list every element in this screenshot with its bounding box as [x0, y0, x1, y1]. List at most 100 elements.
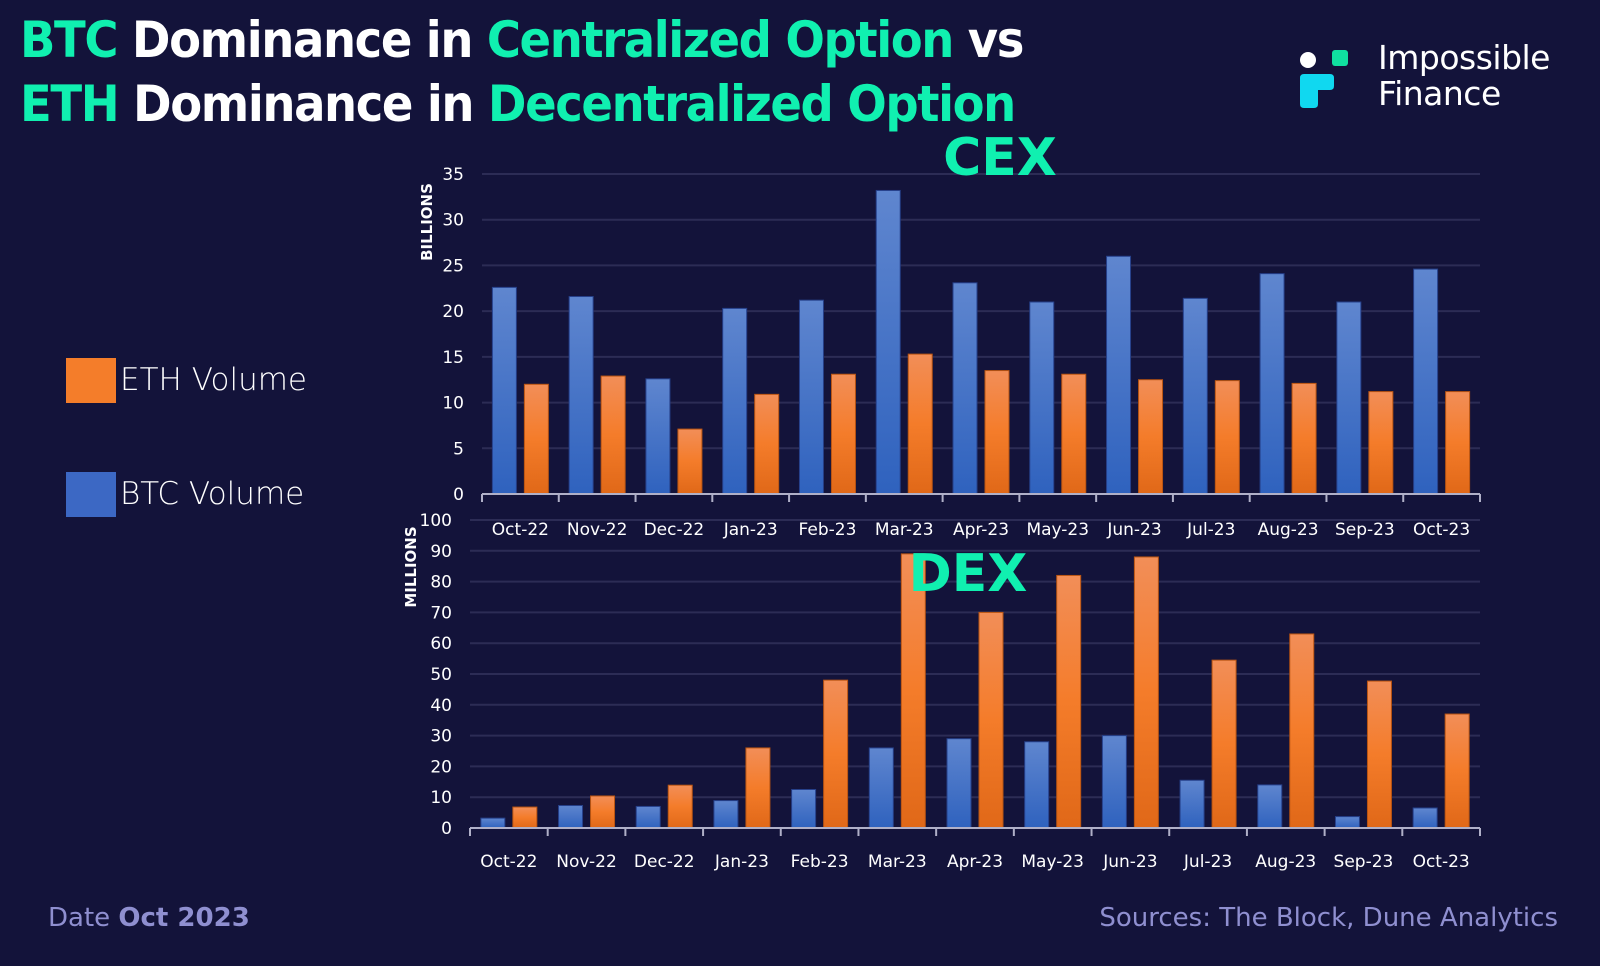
- bar-eth: [907, 353, 933, 495]
- title-line-1: BTC Dominance in Centralized Option vs: [20, 8, 1025, 72]
- bar-btc: [1336, 301, 1362, 495]
- x-tick-label: Feb-23: [791, 852, 849, 872]
- x-tick-label: Jun-23: [1106, 520, 1161, 540]
- bar-btc: [875, 189, 901, 495]
- y-tick-label: 0: [453, 485, 464, 505]
- y-tick-label: 30: [430, 727, 452, 747]
- title-decentralized-option: Decentralized Option: [487, 75, 1016, 133]
- bar-eth: [1061, 373, 1087, 495]
- bar-eth: [1056, 574, 1082, 829]
- y-axis-title: BILLIONS: [418, 183, 436, 261]
- bar-eth: [512, 806, 538, 829]
- x-tick-label: Oct-23: [1413, 520, 1470, 540]
- x-tick-label: Aug-23: [1258, 520, 1319, 540]
- bar-btc: [558, 805, 584, 829]
- bar-eth: [590, 795, 616, 829]
- bar-eth: [1291, 382, 1317, 495]
- bar-btc: [798, 299, 824, 495]
- logo-square: [1332, 50, 1348, 66]
- bar-eth: [1368, 391, 1394, 495]
- x-tick-label: Oct-23: [1413, 852, 1470, 872]
- y-tick-label: 30: [442, 211, 464, 231]
- footer-date-value: Oct 2023: [118, 903, 250, 933]
- bar-eth: [667, 784, 693, 829]
- bar-btc: [713, 800, 739, 829]
- title-dominance-in-2: Dominance in: [118, 75, 488, 133]
- y-tick-label: 40: [430, 696, 452, 716]
- x-tick-label: Apr-23: [953, 520, 1009, 540]
- x-tick-label: Nov-22: [567, 520, 628, 540]
- title-centralized-option: Centralized Option: [486, 11, 955, 69]
- x-tick-label: Oct-22: [492, 520, 549, 540]
- legend-label-eth: ETH Volume: [120, 362, 307, 398]
- footer-date-prefix: Date: [48, 903, 119, 933]
- bar-eth: [830, 373, 856, 495]
- bar-btc: [1179, 779, 1205, 829]
- bar-btc: [1334, 816, 1360, 829]
- x-tick-label: Jan-23: [723, 520, 778, 540]
- y-tick-label: 5: [453, 439, 464, 459]
- x-tick-label: Jul-23: [1183, 852, 1232, 872]
- brand-name-line-2: Finance: [1378, 74, 1501, 113]
- bar-eth: [1444, 713, 1470, 829]
- bar-eth: [1211, 659, 1237, 829]
- x-tick-label: Aug-23: [1255, 852, 1316, 872]
- title-line-2: ETH Dominance in Decentralized Option: [20, 72, 1023, 136]
- y-tick-label: 50: [430, 665, 452, 685]
- panel-title: DEX: [909, 544, 1028, 604]
- bar-eth: [754, 393, 780, 495]
- bar-eth: [1133, 556, 1159, 829]
- bar-btc: [645, 378, 671, 495]
- x-tick-label: Sep-23: [1335, 520, 1395, 540]
- bar-eth: [1214, 380, 1240, 495]
- bar-eth: [978, 611, 1004, 829]
- x-tick-label: Jan-23: [714, 852, 769, 872]
- x-tick-label: Nov-22: [556, 852, 617, 872]
- x-tick-label: Feb-23: [799, 520, 857, 540]
- bar-btc: [791, 789, 817, 829]
- bar-btc: [1101, 735, 1127, 829]
- logo-dot: [1300, 52, 1316, 68]
- y-tick-label: 0: [441, 819, 452, 839]
- bar-btc: [1413, 268, 1439, 495]
- legend-swatch-eth: [66, 358, 116, 403]
- title-eth: ETH: [20, 75, 120, 133]
- bar-btc: [568, 296, 594, 495]
- y-tick-label: 70: [430, 603, 452, 623]
- bar-eth: [823, 679, 849, 829]
- bar-eth: [677, 428, 703, 495]
- y-tick-label: 25: [442, 256, 464, 276]
- y-tick-label: 80: [430, 573, 452, 593]
- bar-btc: [868, 747, 894, 829]
- y-tick-label: 35: [442, 165, 464, 185]
- x-tick-label: Sep-23: [1334, 852, 1394, 872]
- bar-eth: [600, 375, 626, 495]
- bar-eth: [984, 370, 1010, 495]
- y-tick-label: 10: [442, 394, 464, 414]
- x-tick-label: Dec-22: [634, 852, 695, 872]
- y-tick-label: 20: [430, 757, 452, 777]
- title-vs: vs: [953, 11, 1025, 69]
- y-tick-label: 90: [430, 542, 452, 562]
- bar-btc: [1259, 273, 1285, 495]
- x-tick-label: Jul-23: [1186, 520, 1235, 540]
- y-tick-label: 60: [430, 634, 452, 654]
- panel-title: CEX: [943, 128, 1057, 188]
- bar-eth: [745, 747, 771, 829]
- brand-name-line-1: Impossible: [1378, 38, 1551, 77]
- y-tick-label: 20: [442, 302, 464, 322]
- bar-eth: [1445, 391, 1471, 495]
- bar-btc: [1412, 807, 1438, 829]
- bar-btc: [946, 738, 972, 829]
- x-tick-label: Mar-23: [875, 520, 934, 540]
- bar-eth: [1138, 379, 1164, 495]
- bar-btc: [1106, 255, 1132, 495]
- y-axis-title: MILLIONS: [402, 526, 420, 607]
- bar-btc: [1024, 741, 1050, 829]
- logo-l-shape: [1300, 74, 1334, 108]
- bar-eth: [900, 553, 926, 829]
- brand-name: Impossible Finance: [1378, 38, 1551, 113]
- footer-sources: Sources: The Block, Dune Analytics: [1099, 903, 1558, 933]
- title-btc: BTC: [20, 11, 119, 69]
